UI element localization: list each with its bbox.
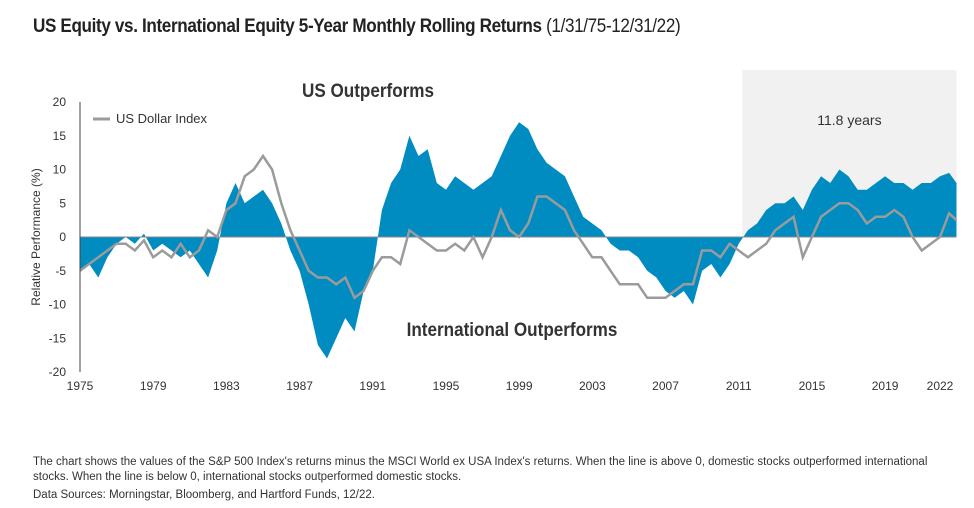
x-tick-label: 2003 bbox=[579, 379, 606, 393]
y-tick-label: 5 bbox=[59, 196, 66, 210]
data-sources: Data Sources: Morningstar, Bloomberg, an… bbox=[33, 489, 375, 501]
y-tick-label: -20 bbox=[49, 365, 67, 379]
legend-label: US Dollar Index bbox=[116, 111, 208, 126]
intl-outperforms-label: International Outperforms bbox=[407, 319, 618, 340]
relative-performance-area bbox=[80, 122, 957, 359]
shaded-period-label: 11.8 years bbox=[817, 112, 881, 128]
title-range: (1/31/75-12/31/22) bbox=[546, 16, 681, 37]
x-tick-label: 1983 bbox=[213, 379, 240, 393]
footnote: The chart shows the values of the S&P 50… bbox=[33, 456, 928, 483]
x-tick-label: 2019 bbox=[872, 379, 899, 393]
y-tick-label: -15 bbox=[49, 331, 67, 345]
chart-title: US Equity vs. International Equity 5-Yea… bbox=[33, 16, 681, 38]
x-tick-label: 1995 bbox=[433, 379, 460, 393]
x-tick-label: 2022 bbox=[927, 379, 954, 393]
us-outperforms-label: US Outperforms bbox=[302, 80, 434, 101]
x-tick-label: 1987 bbox=[286, 379, 313, 393]
y-tick-label: 20 bbox=[53, 95, 67, 109]
us-dollar-index-line bbox=[79, 153, 958, 300]
x-tick-label: 2011 bbox=[726, 379, 752, 393]
y-tick-label: 0 bbox=[59, 230, 66, 244]
y-tick-label: 10 bbox=[53, 163, 67, 177]
x-tick-label: 1979 bbox=[140, 379, 167, 393]
y-tick-label: 15 bbox=[53, 129, 67, 143]
y-axis-label: Relative Performance (%) bbox=[29, 168, 43, 305]
x-tick-label: 2015 bbox=[799, 379, 826, 393]
x-tick-label: 2007 bbox=[652, 379, 679, 393]
x-tick-label: 1975 bbox=[67, 379, 94, 393]
x-tick-label: 1999 bbox=[506, 379, 533, 393]
y-tick-label: -5 bbox=[55, 264, 66, 278]
title-main: US Equity vs. International Equity 5-Yea… bbox=[33, 16, 542, 37]
x-tick-label: 1991 bbox=[359, 379, 386, 393]
y-tick-label: -10 bbox=[49, 298, 67, 312]
